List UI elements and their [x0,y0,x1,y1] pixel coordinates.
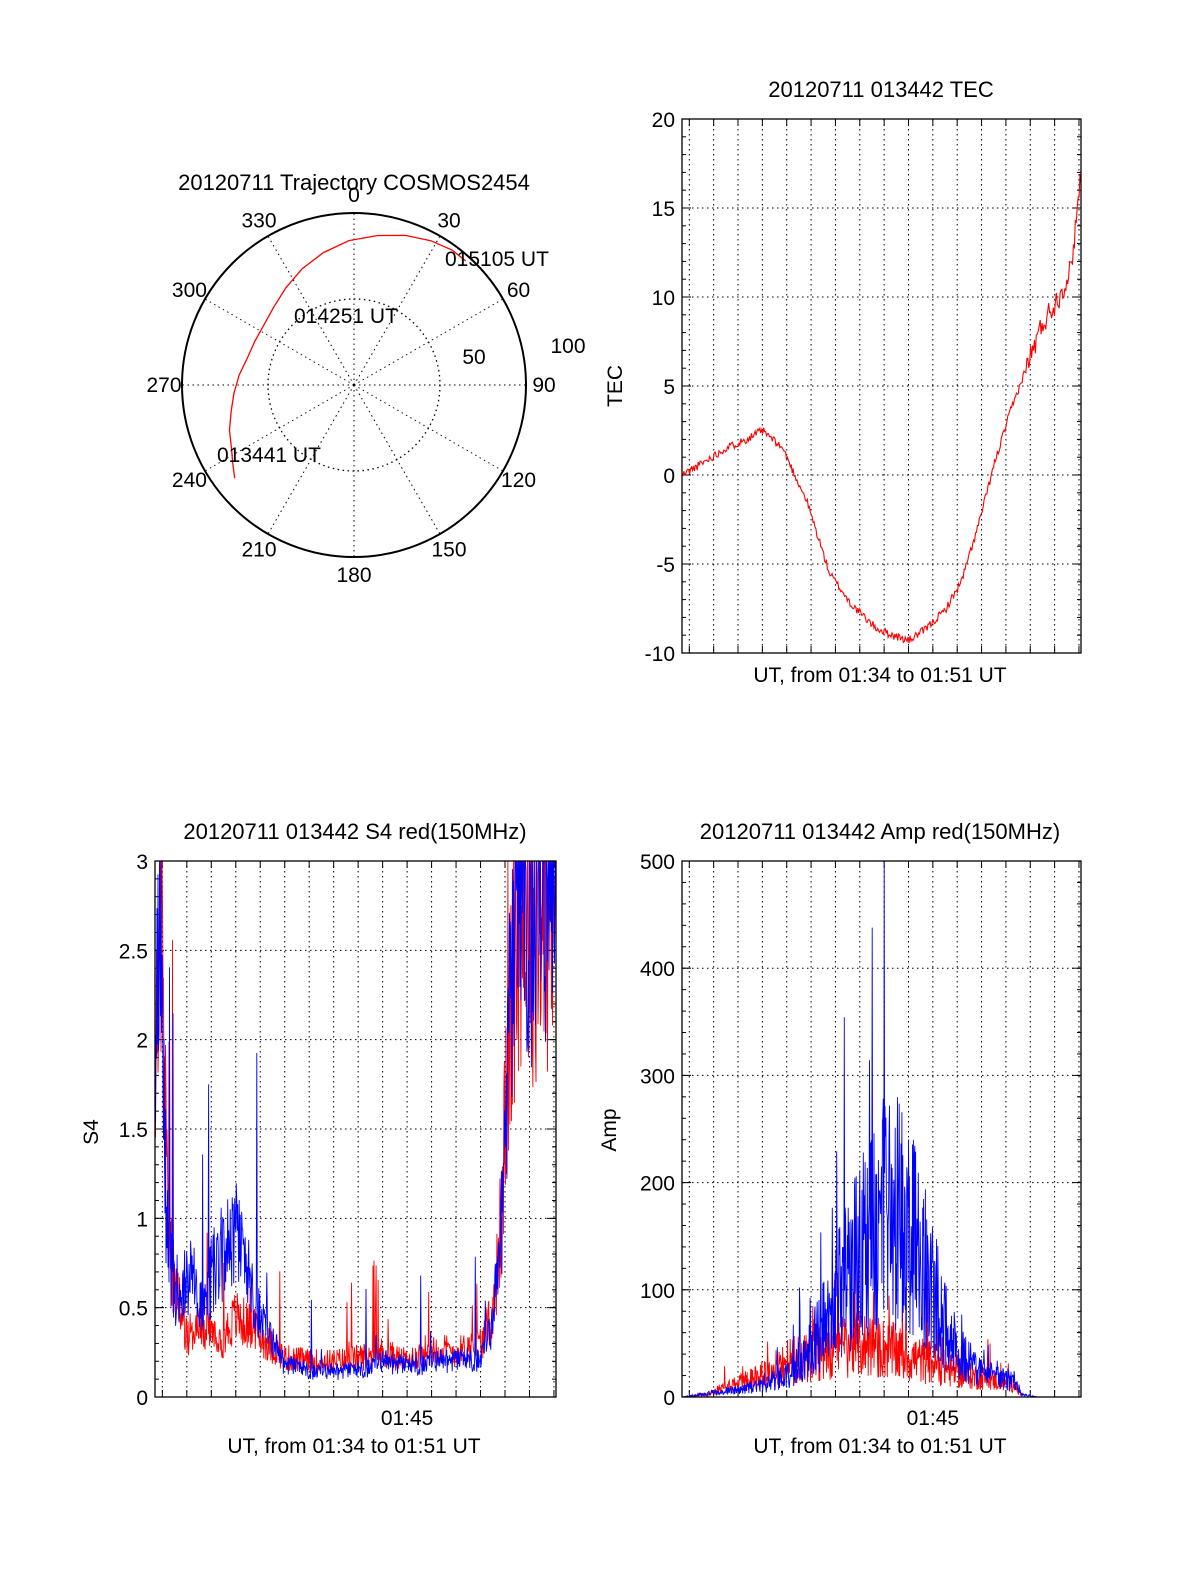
polar-azimuth-label: 0 [348,184,360,207]
s4-ytick-label: 0.5 [119,1298,148,1321]
polar-spoke [353,298,504,386]
polar-azimuth-label: 180 [336,564,371,587]
tec-ytick-label: 5 [663,376,675,399]
s4-series [154,860,557,1381]
amp-ytick-label: 200 [640,1173,675,1196]
s4-series-line [154,860,556,1381]
polar-spokes [182,213,526,557]
polar-annotation-end: 015105 UT [445,248,549,271]
s4-ytick-label: 3 [136,851,148,874]
polar-azimuth-label: 270 [146,374,181,397]
amp-series [681,860,1081,1399]
polar-azimuth-labels: 0 30 60 90 120 150 180 210 240 270 300 330 [146,184,555,587]
polar-azimuth-label: 240 [172,469,207,492]
polar-radius-label-50: 50 [462,346,485,369]
tec-ylabel: TEC [604,365,627,407]
amp-series-line [681,860,1081,1399]
amp-ytick-label: 0 [663,1387,675,1410]
amp-ytick-label: 500 [640,851,675,874]
polar-azimuth-label: 90 [532,374,555,397]
s4-panel: 20120711 013442 S4 red(150MHz) 0 0.5 1 1.5 2… [80,819,557,1458]
amp-ytick-label: 300 [640,1065,675,1088]
polar-spoke [353,384,504,472]
polar-spoke [204,298,355,386]
tec-ytick-label: 0 [663,465,675,488]
polar-azimuth-label: 30 [437,209,460,232]
s4-title: 20120711 013442 S4 red(150MHz) [183,819,526,844]
polar-outer-circle [181,212,527,558]
s4-grid [155,861,556,1397]
s4-xtick-label: 01:45 [381,1407,434,1430]
s4-ytick-label: 0 [136,1387,148,1410]
tec-ytick-label: 10 [652,287,675,310]
tec-title: 20120711 013442 TEC [768,77,994,102]
tec-ytick-label: -5 [656,554,675,577]
tec-panel: 20120711 013442 TEC -10 -5 0 5 10 15 20 TEC UT… [604,77,1082,687]
amp-ylabel: Amp [598,1108,621,1151]
polar-spoke [267,384,355,535]
tec-plot-frame [681,118,1082,654]
polar-spoke [353,384,441,535]
amp-title: 20120711 013442 Amp red(150MHz) [700,819,1060,844]
s4-xlabel: UT, from 01:34 to 01:51 UT [227,1435,480,1458]
polar-spoke [267,235,355,386]
s4-ytick-label: 1.5 [119,1119,148,1142]
s4-ytick-label: 2 [136,1030,148,1053]
polar-annotation-start: 013441 UT [217,444,321,467]
polar-annotation-mid: 014251 UT [294,305,398,328]
polar-trajectory-line [228,234,467,479]
polar-azimuth-label: 300 [172,279,207,302]
tec-ytick-label: 15 [652,198,675,221]
tec-ytick-label: 20 [652,109,675,132]
s4-ytick-label: 1 [136,1208,148,1231]
tec-grid [682,119,1081,653]
polar-azimuth-label: 150 [431,539,466,562]
amp-ytick-label: 400 [640,958,675,981]
tec-series [681,174,1082,644]
tec-xlabel: UT, from 01:34 to 01:51 UT [753,664,1006,687]
polar-azimuth-label: 120 [501,469,536,492]
polar-spoke [353,235,441,386]
tec-ticks: -10 -5 0 5 10 15 20 [645,109,1081,666]
amp-panel: 20120711 013442 Amp red(150MHz) 0 100 200 3… [598,819,1082,1458]
s4-ylabel: S4 [80,1119,103,1145]
tec-ytick-label: -10 [645,643,675,666]
polar-panel: 20120711 Trajectory COSMOS2454 0 30 60 90 12… [146,170,585,587]
polar-radius-label-100: 100 [550,335,585,358]
amp-ytick-label: 100 [640,1280,675,1303]
tec-series-line [681,174,1082,644]
amp-xlabel: UT, from 01:34 to 01:51 UT [753,1435,1006,1458]
polar-title: 20120711 Trajectory COSMOS2454 [178,170,530,195]
polar-azimuth-label: 330 [241,209,276,232]
polar-spoke [204,384,355,472]
s4-ytick-label: 2.5 [119,940,148,963]
s4-plot-frame [154,860,557,1398]
amp-ticks: 0 100 200 300 400 500 01:45 [640,851,1081,1430]
amp-grid [682,861,1081,1397]
amp-xtick-label: 01:45 [907,1407,960,1430]
polar-azimuth-label: 60 [507,279,530,302]
amp-plot-frame [681,860,1082,1398]
polar-azimuth-label: 210 [241,539,276,562]
